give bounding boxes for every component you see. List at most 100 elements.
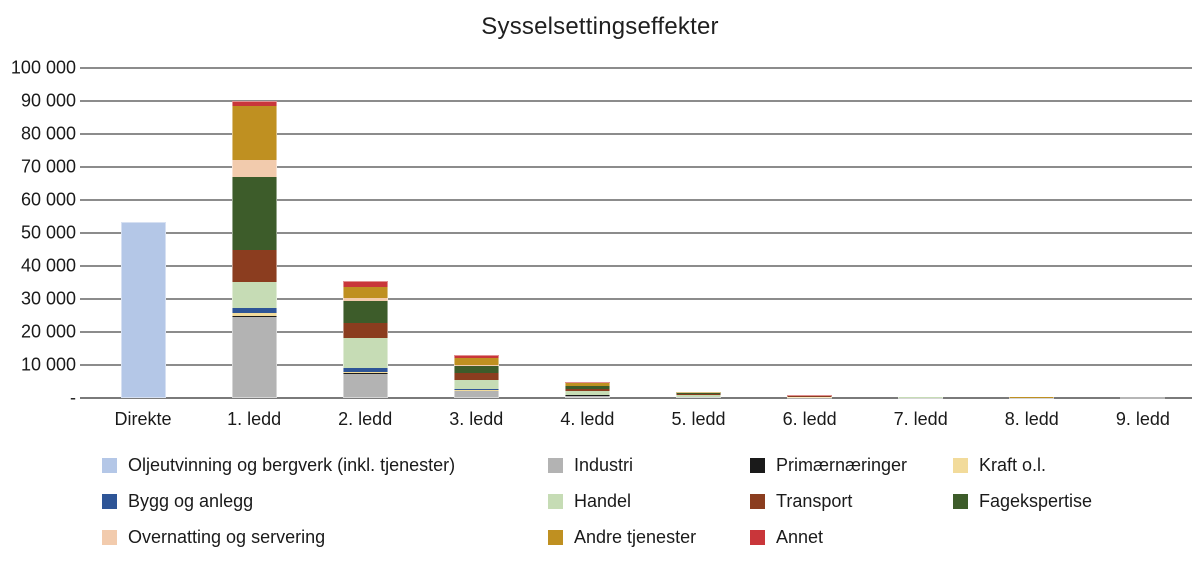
legend-item: Oljeutvinning og bergverk (inkl. tjenest… — [102, 455, 455, 476]
legend-swatch — [750, 458, 765, 473]
gridline — [80, 397, 1192, 399]
x-axis-tick-label: 1. ledd — [227, 409, 282, 429]
legend-swatch — [102, 458, 117, 473]
y-axis-tick-label: 30 000 — [20, 288, 76, 309]
bar-segment — [342, 323, 388, 339]
legend-label: Fagekspertise — [979, 491, 1093, 511]
y-axis-tick-label: 70 000 — [20, 156, 76, 177]
x-axis-tick-label: 9. ledd — [1115, 409, 1170, 429]
y-axis-tick-label: 50 000 — [20, 222, 76, 243]
bar-segment — [231, 281, 277, 309]
bar-segment — [342, 301, 388, 324]
bar-8-ledd — [1009, 397, 1055, 398]
gridline — [80, 133, 1192, 135]
bar-segment — [231, 308, 277, 314]
bar-direkte — [120, 221, 166, 398]
legend-swatch — [548, 494, 563, 509]
legend-swatch — [953, 458, 968, 473]
bar-segment — [342, 371, 388, 373]
legend-label: Industri — [574, 455, 634, 475]
y-axis-tick-label: 10 000 — [20, 354, 76, 375]
gridline — [80, 100, 1192, 102]
y-axis-tick-label: 100 000 — [10, 57, 76, 78]
legend-item: Handel — [548, 491, 631, 512]
legend-label: Andre tjenester — [574, 527, 697, 547]
bar-segment — [231, 106, 277, 160]
bar-segment — [453, 355, 499, 359]
bar-segment — [564, 391, 610, 395]
x-axis-tick-label: 8. ledd — [1004, 409, 1059, 429]
legend-label: Transport — [776, 491, 853, 511]
bar-segment — [453, 391, 499, 398]
legend-item: Kraft o.l. — [953, 455, 1046, 476]
legend-item: Fagekspertise — [953, 491, 1092, 512]
bar-6-ledd — [787, 395, 833, 398]
bar-segment — [342, 280, 388, 287]
bar-segment — [453, 379, 499, 389]
legend-item: Transport — [750, 491, 852, 512]
bar-segment — [787, 396, 833, 398]
gridline — [80, 67, 1192, 69]
legend-swatch — [750, 530, 765, 545]
bar-segment — [231, 316, 277, 398]
bar-segment — [342, 367, 388, 372]
bar-segment — [342, 338, 388, 368]
bar-1-ledd — [231, 101, 277, 398]
legend-label: Primærnæringer — [776, 455, 908, 475]
legend-label: Annet — [776, 527, 824, 547]
gridline — [80, 265, 1192, 267]
y-axis-tick-label: 80 000 — [20, 123, 76, 144]
legend-swatch — [953, 494, 968, 509]
y-axis-tick-label: 20 000 — [20, 321, 76, 342]
bar-5-ledd — [676, 391, 721, 398]
legend-item: Industri — [548, 455, 633, 476]
bar-segment — [453, 388, 499, 391]
x-axis-tick-label: 7. ledd — [893, 409, 948, 429]
bar-segment — [231, 315, 277, 317]
y-axis-tick-label: 40 000 — [20, 255, 76, 276]
bar-segment — [564, 382, 610, 386]
legend-swatch — [548, 458, 563, 473]
bar-segment — [231, 249, 277, 282]
gridline — [80, 166, 1192, 168]
bar-segment — [676, 397, 721, 398]
y-axis-tick-label: 60 000 — [20, 189, 76, 210]
bar-4-ledd — [564, 381, 610, 398]
legend-label: Handel — [574, 491, 632, 511]
bar-segment — [453, 365, 499, 374]
bar-segment — [342, 286, 388, 298]
bar-segment — [564, 395, 610, 398]
bar-segment — [453, 358, 499, 365]
bar-segment — [676, 394, 721, 396]
bar-segment — [564, 388, 610, 392]
legend-item: Primærnæringer — [750, 455, 907, 476]
bar-7-ledd — [898, 396, 944, 398]
bar-segment — [453, 373, 499, 380]
legend-label: Overnatting og servering — [128, 527, 326, 547]
bar-2-ledd — [342, 280, 388, 398]
gridline — [80, 232, 1192, 234]
legend-label: Kraft o.l. — [979, 455, 1047, 475]
bar-segment — [676, 393, 721, 395]
legend-swatch — [750, 494, 765, 509]
bar-segment — [342, 372, 388, 375]
x-axis-tick-label: 2. ledd — [338, 409, 393, 429]
gridline — [80, 199, 1192, 201]
gridline — [80, 331, 1192, 333]
bar-3-ledd — [453, 355, 499, 398]
legend-label: Bygg og anlegg — [128, 491, 254, 511]
bar-segment — [676, 392, 721, 394]
gridline — [80, 298, 1192, 300]
x-axis-tick-label: 4. ledd — [560, 409, 615, 429]
bar-segment — [564, 381, 610, 383]
x-axis-tick-label: Direkte — [114, 409, 172, 429]
bar-segment — [676, 395, 721, 397]
legend-swatch — [548, 530, 563, 545]
legend-item: Bygg og anlegg — [102, 491, 253, 512]
bar-segment — [231, 313, 277, 316]
legend-item: Andre tjenester — [548, 527, 696, 548]
x-axis-tick-label: 6. ledd — [782, 409, 837, 429]
bar-segment — [231, 101, 277, 107]
legend-swatch — [102, 530, 117, 545]
bar-segment — [342, 374, 388, 398]
